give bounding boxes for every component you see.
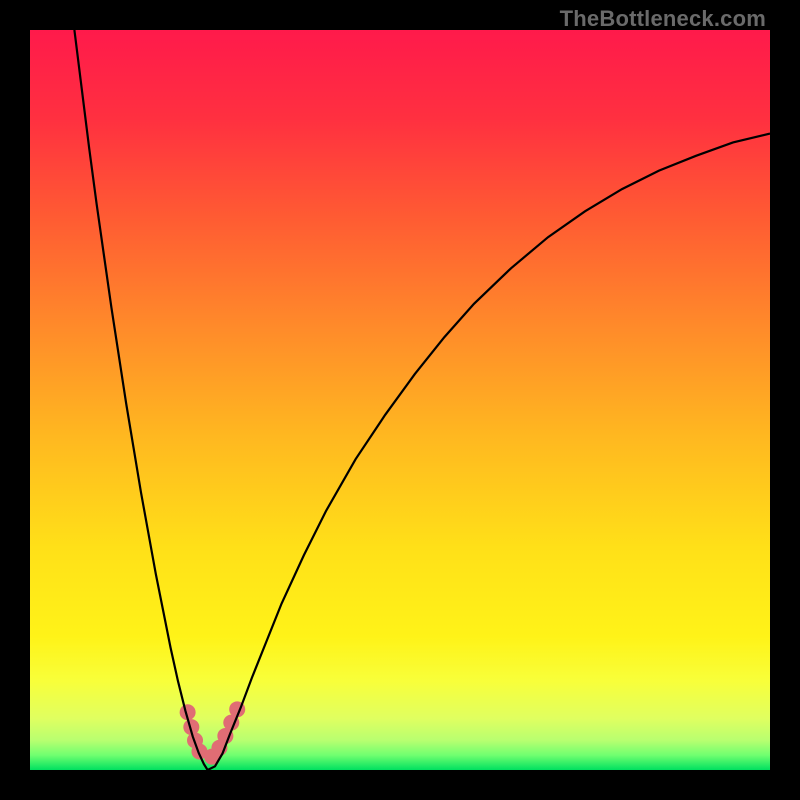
markers-group [180,701,246,764]
curve-left-branch [74,30,207,770]
curve-right-branch [208,134,770,770]
watermark-text: TheBottleneck.com [560,6,766,32]
curve-layer [0,0,800,800]
chart-container: TheBottleneck.com [0,0,800,800]
